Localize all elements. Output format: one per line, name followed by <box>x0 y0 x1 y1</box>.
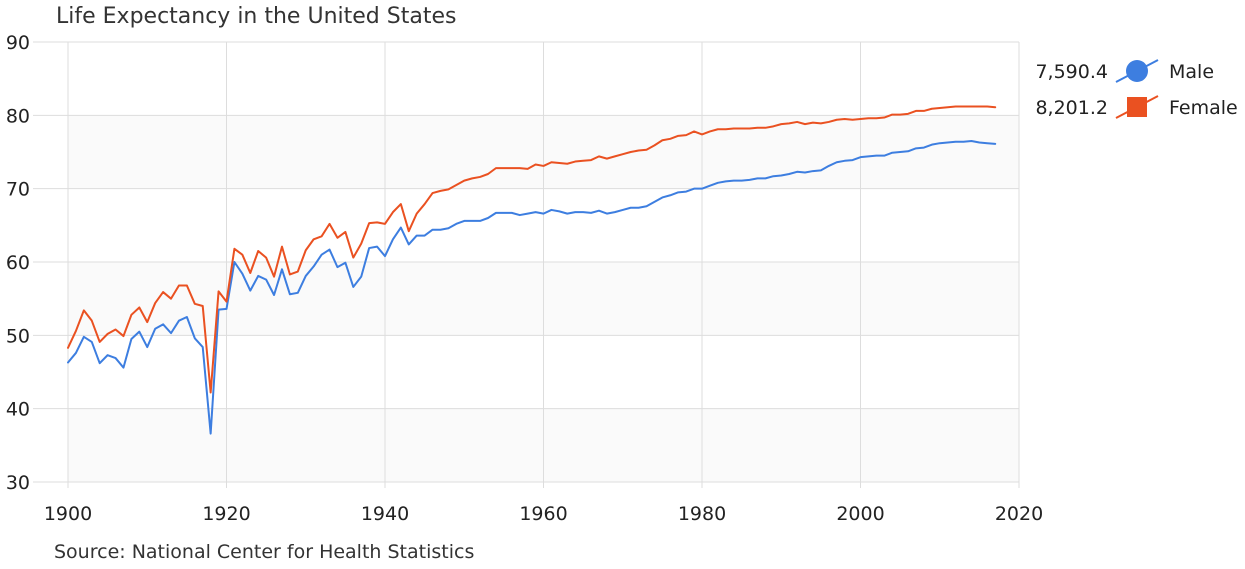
series-line-female <box>67 105 997 394</box>
legend-value-female: 8,201.2 <box>1035 97 1108 119</box>
chart-source: Source: National Center for Health Stati… <box>54 541 474 563</box>
x-tick-label: 1960 <box>519 503 567 525</box>
chart-title: Life Expectancy in the United States <box>56 4 456 29</box>
legend-marker-female <box>1127 97 1147 117</box>
x-tick-label: 1920 <box>202 503 250 525</box>
x-tick-label: 2020 <box>995 503 1043 525</box>
legend-label-female: Female <box>1169 97 1238 119</box>
y-axis: 30 40 50 60 70 80 90 <box>6 32 30 494</box>
y-tick-label: 70 <box>6 179 30 201</box>
y-tick-label: 30 <box>6 472 30 494</box>
x-tick-label: 1980 <box>678 503 726 525</box>
legend: 7,590.4 Male 8,201.2 Female <box>1035 59 1238 119</box>
series-line-male <box>67 140 997 435</box>
series-lines <box>67 105 997 435</box>
grid-lines <box>33 41 1020 488</box>
x-tick-label: 1940 <box>361 503 409 525</box>
legend-marker-male <box>1126 60 1148 82</box>
y-tick-label: 80 <box>6 105 30 127</box>
y-tick-label: 40 <box>6 399 30 421</box>
legend-label-male: Male <box>1169 61 1214 83</box>
y-tick-label: 90 <box>6 32 30 54</box>
x-tick-label: 2000 <box>836 503 884 525</box>
y-tick-label: 60 <box>6 252 30 274</box>
y-tick-label: 50 <box>6 325 30 347</box>
legend-value-male: 7,590.4 <box>1035 61 1108 83</box>
x-tick-label: 1900 <box>44 503 92 525</box>
x-axis: 1900 1920 1940 1960 1980 2000 2020 <box>44 503 1043 525</box>
